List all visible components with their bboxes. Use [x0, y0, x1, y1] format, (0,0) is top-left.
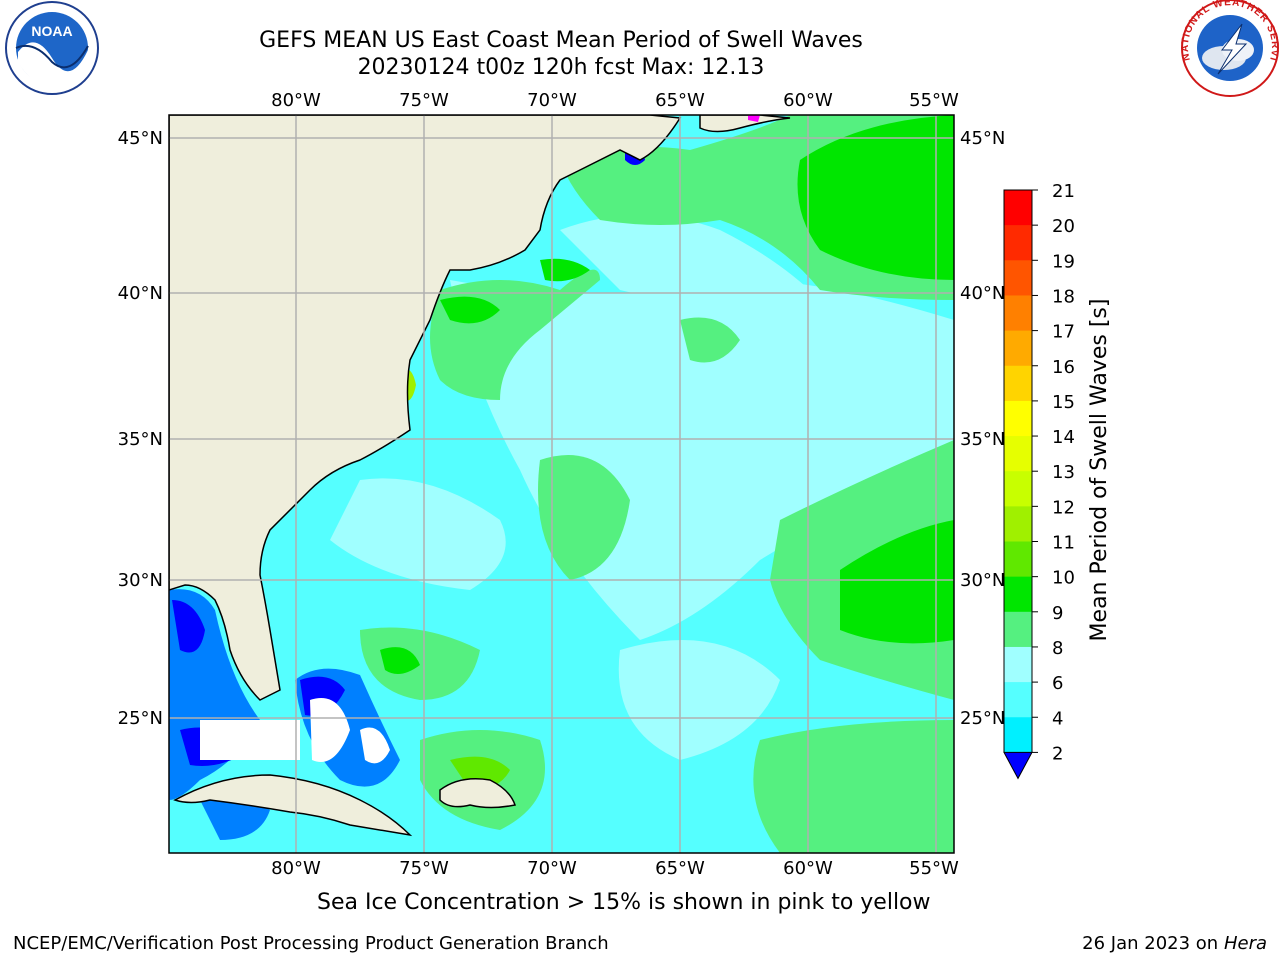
colorbar-tick-label: 21 — [1052, 181, 1075, 202]
lat-label-right: 35°N — [960, 429, 1005, 450]
lat-label-right: 30°N — [960, 570, 1005, 591]
lon-label-bottom: 70°W — [527, 858, 577, 879]
colorbar-tick-label: 12 — [1052, 497, 1075, 518]
lat-label-left: 25°N — [118, 708, 163, 729]
colorbar-tick-label: 2 — [1052, 743, 1063, 764]
lon-label-bottom: 80°W — [271, 858, 321, 879]
colorbar-tick-label: 17 — [1052, 322, 1075, 343]
colorbar: 21 20 19 18 17 16 15 14 13 12 11 10 9 8 6 4 2 — [1003, 181, 1075, 780]
sea-ice-note: Sea Ice Concentration > 15% is shown in … — [317, 890, 931, 915]
nws-logo-text: NATIONAL WEATHER SERVICE — [0, 0, 1279, 63]
colorbar-segment — [1004, 611, 1032, 648]
lon-label-top: 65°W — [655, 90, 705, 111]
colorbar-segment — [1004, 260, 1032, 296]
noaa-logo: NOAA — [5, 1, 99, 95]
colorbar-segment — [1004, 400, 1032, 437]
colorbar-segment — [1004, 506, 1032, 542]
footer-credit: NCEP/EMC/Verification Post Processing Pr… — [13, 933, 609, 954]
lon-label-bottom: 75°W — [399, 858, 449, 879]
map-frame — [168, 114, 955, 854]
lon-label-bottom: 65°W — [655, 858, 705, 879]
lat-label-right: 25°N — [960, 708, 1005, 729]
colorbar-tick-label: 16 — [1052, 357, 1075, 378]
lon-label-top: 55°W — [909, 90, 959, 111]
colorbar-tick-label: 19 — [1052, 251, 1075, 272]
colorbar-label: Mean Period of Swell Waves [s] — [1087, 299, 1112, 642]
colorbar-tick-label: 14 — [1052, 427, 1075, 448]
chart-subtitle: 20230124 t00z 120h fcst Max: 12.13 — [357, 55, 765, 80]
colorbar-tick-label: 6 — [1052, 673, 1063, 694]
footer-machine: Hera — [1223, 933, 1267, 954]
lat-label-right: 40°N — [960, 283, 1005, 304]
lat-label-left: 35°N — [118, 429, 163, 450]
colorbar-segment — [1004, 576, 1032, 613]
colorbar-tick-label: 13 — [1052, 462, 1075, 483]
colorbar-segment — [1004, 365, 1032, 402]
lon-label-top: 80°W — [271, 90, 321, 111]
colorbar-segment — [1004, 717, 1032, 753]
lat-label-left: 45°N — [118, 128, 163, 149]
chart-title: GEFS MEAN US East Coast Mean Period of S… — [259, 28, 863, 53]
lat-label-left: 30°N — [118, 570, 163, 591]
nws-logo: NATIONAL WEATHER SERVICE — [0, 0, 1280, 97]
map-panel: 80°W 75°W 70°W 65°W 60°W 55°W 80°W 75°W … — [118, 90, 1006, 879]
colorbar-tick-label: 15 — [1052, 392, 1075, 413]
lon-label-top: 75°W — [399, 90, 449, 111]
colorbar-segment — [1004, 295, 1032, 332]
colorbar-tick-label: 18 — [1052, 286, 1075, 307]
svg-text:NATIONAL WEATHER SERVICE: NATIONAL WEATHER SERVICE — [0, 0, 1280, 63]
colorbar-tick-label: 9 — [1052, 603, 1063, 624]
footer-date: 26 Jan 2023 on Hera — [1082, 933, 1267, 954]
colorbar-tick-label: 11 — [1052, 533, 1075, 554]
colorbar-tick-label: 8 — [1052, 638, 1063, 659]
lat-label-left: 40°N — [118, 283, 163, 304]
colorbar-tick-label: 4 — [1052, 708, 1063, 729]
colorbar-segment — [1004, 471, 1032, 507]
noaa-logo-text: NOAA — [31, 23, 72, 39]
colorbar-tick-label: 20 — [1052, 216, 1075, 237]
colorbar-under-arrow — [1003, 751, 1033, 780]
lon-label-top: 70°W — [527, 90, 577, 111]
footer-date-text: 26 Jan 2023 on — [1082, 933, 1224, 954]
lon-label-top: 60°W — [783, 90, 833, 111]
colorbar-segment — [1004, 682, 1032, 718]
lat-label-right: 45°N — [960, 128, 1005, 149]
colorbar-segment — [1004, 436, 1032, 472]
colorbar-segment — [1004, 330, 1032, 367]
lon-label-bottom: 55°W — [909, 858, 959, 879]
colorbar-segment — [1004, 225, 1032, 261]
lon-label-bottom: 60°W — [783, 858, 833, 879]
colorbar-segment — [1004, 541, 1032, 578]
colorbar-segment — [1004, 190, 1032, 226]
colorbar-segment — [1004, 646, 1032, 683]
graticule — [169, 115, 954, 853]
colorbar-tick-label: 10 — [1052, 568, 1075, 589]
